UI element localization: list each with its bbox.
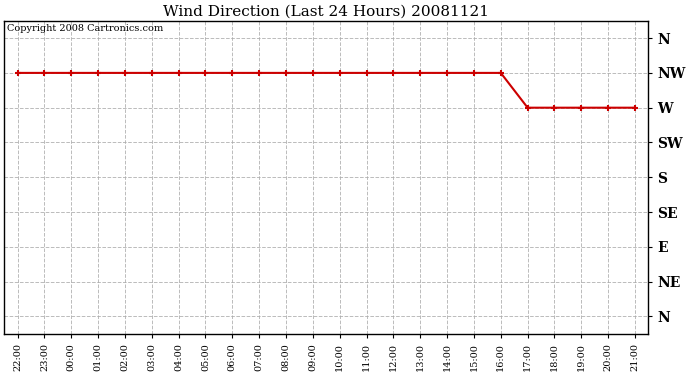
Text: Copyright 2008 Cartronics.com: Copyright 2008 Cartronics.com [8,24,164,33]
Title: Wind Direction (Last 24 Hours) 20081121: Wind Direction (Last 24 Hours) 20081121 [164,4,489,18]
